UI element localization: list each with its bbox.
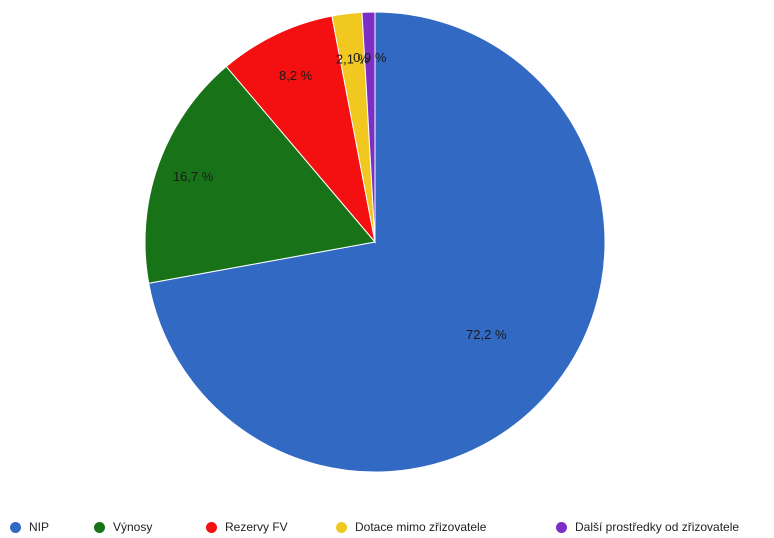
legend-label: Výnosy	[113, 520, 153, 534]
data-label-nip: 72,2 %	[466, 327, 507, 342]
pie-slice-nip[interactable]	[148, 11, 606, 473]
pie-slices	[144, 11, 606, 473]
legend-label: Rezervy FV	[225, 520, 288, 534]
pie-slice-dalsi-prostredky[interactable]	[361, 11, 376, 243]
legend-item-dalsi-prostredky[interactable]: Další prostředky od zřizovatele	[556, 520, 739, 534]
legend-marker	[10, 521, 21, 533]
pie-slice-rezervy-fv[interactable]	[225, 15, 376, 244]
legend-item-dotace-mimo-zrizovatele[interactable]: Dotace mimo zřizovatele	[336, 520, 486, 534]
legend-label: NIP	[29, 520, 50, 534]
legend-label: Dotace mimo zřizovatele	[355, 520, 487, 534]
legend-marker	[206, 521, 217, 533]
legend: NIP Výnosy Rezervy FV Dotace mimo zřizov…	[0, 520, 774, 538]
legend-item-rezervy-fv[interactable]: Rezervy FV	[206, 520, 288, 534]
data-label-rezervy-fv: 8,2 %	[279, 68, 313, 83]
legend-item-nip[interactable]: NIP	[10, 520, 49, 534]
legend-marker	[94, 521, 105, 533]
legend-marker	[556, 521, 567, 533]
pie-data-labels: 72,2 % 16,7 % 8,2 % 2,1 %0,9 %	[173, 50, 507, 342]
pie-chart: 72,2 % 16,7 % 8,2 % 2,1 %0,9 %	[144, 11, 606, 473]
legend-label: Další prostředky od zřizovatele	[575, 520, 740, 534]
legend-item-vynosy[interactable]: Výnosy	[94, 520, 152, 534]
data-label-dalsi-prostredky: 0,9 %	[353, 50, 387, 65]
data-label-dotace-mimo-zrizovatele: 2,1 %	[336, 51, 370, 66]
data-label-vynosy: 16,7 %	[173, 169, 214, 184]
legend-marker	[336, 521, 347, 533]
pie-slice-vynosy[interactable]	[144, 65, 376, 284]
